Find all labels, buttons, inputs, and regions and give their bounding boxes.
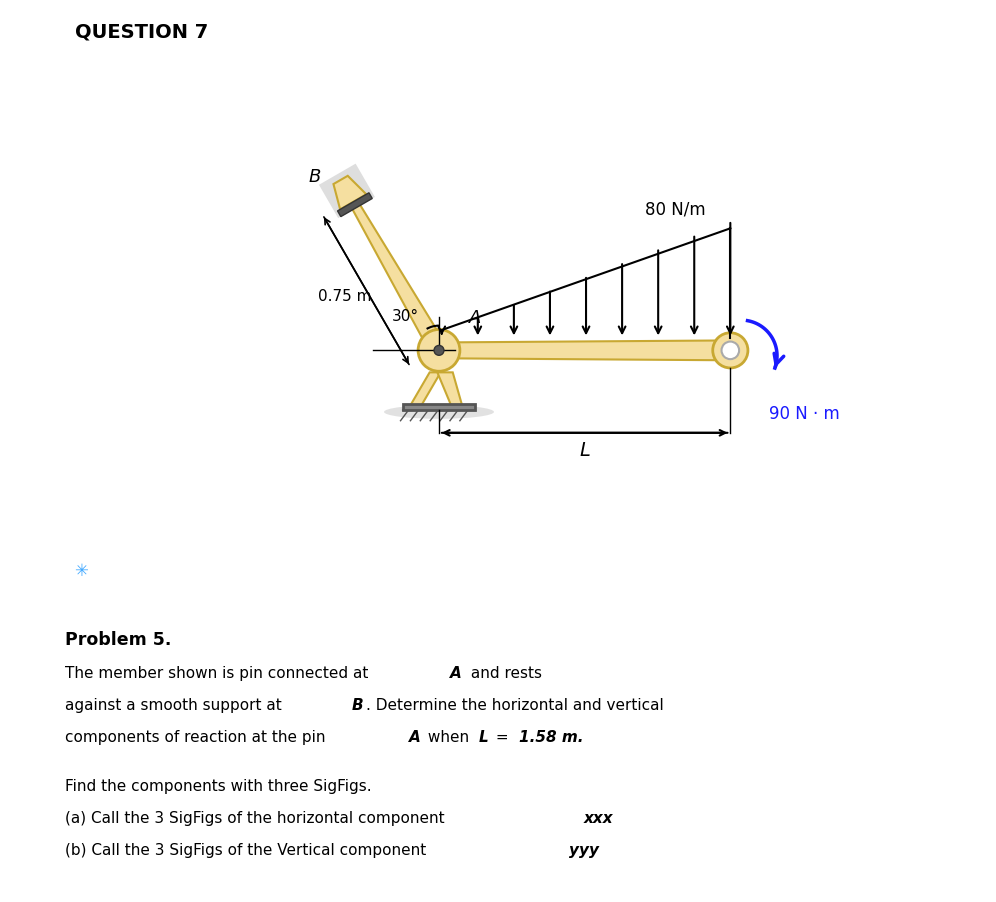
Text: ✳: ✳ xyxy=(74,563,88,580)
Polygon shape xyxy=(437,373,462,405)
Circle shape xyxy=(434,345,444,355)
Text: against a smooth support at: against a smooth support at xyxy=(65,698,287,713)
Text: (a) Call the 3 SigFigs of the horizontal component: (a) Call the 3 SigFigs of the horizontal… xyxy=(65,811,449,826)
Text: when: when xyxy=(423,731,474,745)
Text: B: B xyxy=(352,698,364,713)
Text: 1.58 m.: 1.58 m. xyxy=(519,731,584,745)
Circle shape xyxy=(721,342,739,359)
Text: L: L xyxy=(478,731,488,745)
Text: 0.75 m: 0.75 m xyxy=(318,289,372,304)
Text: L: L xyxy=(580,441,590,460)
Polygon shape xyxy=(334,176,367,209)
Text: Problem 5.: Problem 5. xyxy=(65,630,171,649)
Polygon shape xyxy=(338,193,373,216)
Text: . Determine the horizontal and vertical: . Determine the horizontal and vertical xyxy=(367,698,663,713)
Polygon shape xyxy=(348,196,446,354)
Text: 90 N · m: 90 N · m xyxy=(769,405,840,423)
Text: and rests: and rests xyxy=(466,667,542,681)
Text: 1x: 1x xyxy=(728,593,747,606)
Polygon shape xyxy=(319,163,374,218)
Text: 30°: 30° xyxy=(391,309,418,324)
Text: xxx: xxx xyxy=(584,811,614,826)
Text: A: A xyxy=(408,731,420,745)
Text: yyy: yyy xyxy=(570,843,600,858)
Polygon shape xyxy=(439,340,724,360)
Text: =: = xyxy=(491,731,513,745)
Text: A: A xyxy=(469,309,482,327)
Text: B: B xyxy=(309,168,321,186)
Text: Find the components with three SigFigs.: Find the components with three SigFigs. xyxy=(65,778,372,794)
Text: The member shown is pin connected at: The member shown is pin connected at xyxy=(65,667,373,681)
Text: A: A xyxy=(450,667,461,681)
Circle shape xyxy=(418,329,460,372)
Polygon shape xyxy=(410,373,440,405)
Text: 80 N/m: 80 N/m xyxy=(645,200,706,218)
Ellipse shape xyxy=(384,405,494,419)
Text: QUESTION 7: QUESTION 7 xyxy=(75,23,208,41)
Text: (b) Call the 3 SigFigs of the Vertical component: (b) Call the 3 SigFigs of the Vertical c… xyxy=(65,843,431,858)
Circle shape xyxy=(713,333,748,368)
Text: components of reaction at the pin: components of reaction at the pin xyxy=(65,731,330,745)
Bar xyxy=(403,404,475,410)
